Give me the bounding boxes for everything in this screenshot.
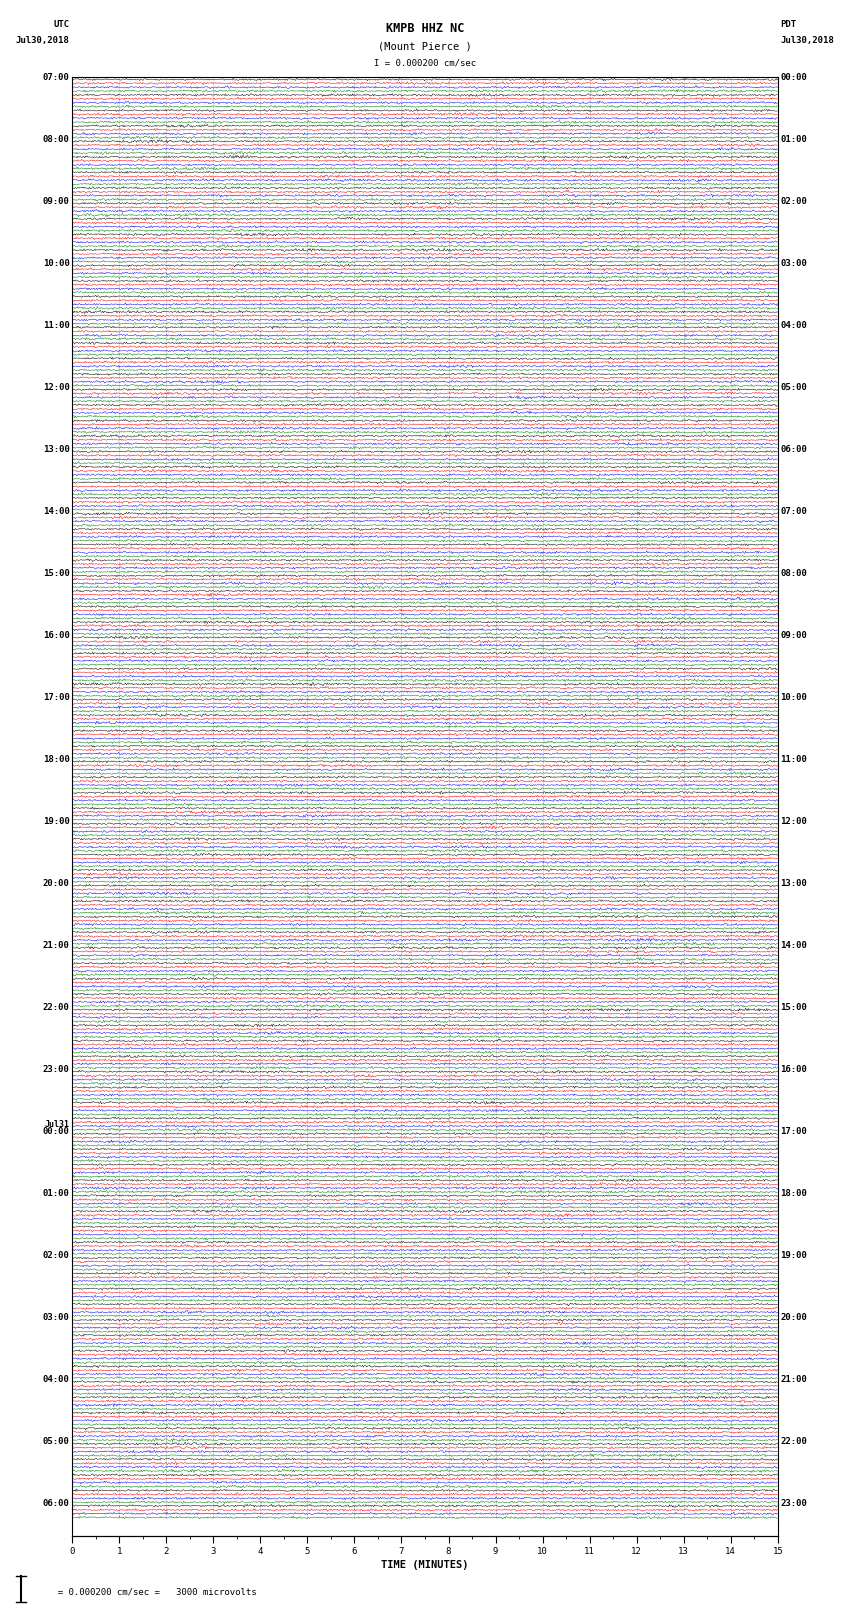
Text: 16:00: 16:00 <box>42 631 70 640</box>
Text: 18:00: 18:00 <box>780 1189 808 1198</box>
Text: 22:00: 22:00 <box>780 1437 808 1447</box>
Text: 08:00: 08:00 <box>42 135 70 144</box>
Text: 23:00: 23:00 <box>780 1500 808 1508</box>
Text: 00:00: 00:00 <box>42 1127 70 1136</box>
Text: Jul31: Jul31 <box>45 1119 70 1129</box>
Text: 22:00: 22:00 <box>42 1003 70 1013</box>
Text: 05:00: 05:00 <box>780 382 808 392</box>
Text: 15:00: 15:00 <box>780 1003 808 1013</box>
Text: 08:00: 08:00 <box>780 569 808 577</box>
Text: 04:00: 04:00 <box>42 1376 70 1384</box>
Text: 10:00: 10:00 <box>780 694 808 702</box>
Text: 02:00: 02:00 <box>42 1252 70 1260</box>
Text: (Mount Pierce ): (Mount Pierce ) <box>378 42 472 52</box>
Text: 03:00: 03:00 <box>42 1313 70 1323</box>
Text: 19:00: 19:00 <box>780 1252 808 1260</box>
Text: 19:00: 19:00 <box>42 818 70 826</box>
Text: 10:00: 10:00 <box>42 260 70 268</box>
Text: 21:00: 21:00 <box>42 942 70 950</box>
Text: PDT: PDT <box>780 19 796 29</box>
Text: 01:00: 01:00 <box>42 1189 70 1198</box>
Text: 21:00: 21:00 <box>780 1376 808 1384</box>
Text: UTC: UTC <box>54 19 70 29</box>
Text: I = 0.000200 cm/sec: I = 0.000200 cm/sec <box>374 58 476 68</box>
Text: 17:00: 17:00 <box>42 694 70 702</box>
Text: 18:00: 18:00 <box>42 755 70 765</box>
Text: 13:00: 13:00 <box>42 445 70 453</box>
Text: = 0.000200 cm/sec =   3000 microvolts: = 0.000200 cm/sec = 3000 microvolts <box>47 1587 257 1597</box>
Text: 20:00: 20:00 <box>42 879 70 889</box>
Text: 17:00: 17:00 <box>780 1127 808 1136</box>
Text: 12:00: 12:00 <box>780 818 808 826</box>
Text: 14:00: 14:00 <box>780 942 808 950</box>
Text: 07:00: 07:00 <box>780 506 808 516</box>
Text: 09:00: 09:00 <box>780 631 808 640</box>
Text: 11:00: 11:00 <box>780 755 808 765</box>
Text: 11:00: 11:00 <box>42 321 70 331</box>
Text: 15:00: 15:00 <box>42 569 70 577</box>
Text: 02:00: 02:00 <box>780 197 808 206</box>
Text: 00:00: 00:00 <box>780 73 808 82</box>
Text: 07:00: 07:00 <box>42 73 70 82</box>
Text: Jul30,2018: Jul30,2018 <box>16 35 70 45</box>
Text: TIME (MINUTES): TIME (MINUTES) <box>382 1560 468 1569</box>
Text: 04:00: 04:00 <box>780 321 808 331</box>
Text: 09:00: 09:00 <box>42 197 70 206</box>
Text: 06:00: 06:00 <box>42 1500 70 1508</box>
Text: KMPB HHZ NC: KMPB HHZ NC <box>386 23 464 35</box>
Text: 13:00: 13:00 <box>780 879 808 889</box>
Text: 12:00: 12:00 <box>42 382 70 392</box>
Text: Jul30,2018: Jul30,2018 <box>780 35 834 45</box>
Text: 14:00: 14:00 <box>42 506 70 516</box>
Text: 01:00: 01:00 <box>780 135 808 144</box>
Text: 06:00: 06:00 <box>780 445 808 453</box>
Text: 20:00: 20:00 <box>780 1313 808 1323</box>
Text: 03:00: 03:00 <box>780 260 808 268</box>
Text: 23:00: 23:00 <box>42 1065 70 1074</box>
Text: 16:00: 16:00 <box>780 1065 808 1074</box>
Text: 05:00: 05:00 <box>42 1437 70 1447</box>
